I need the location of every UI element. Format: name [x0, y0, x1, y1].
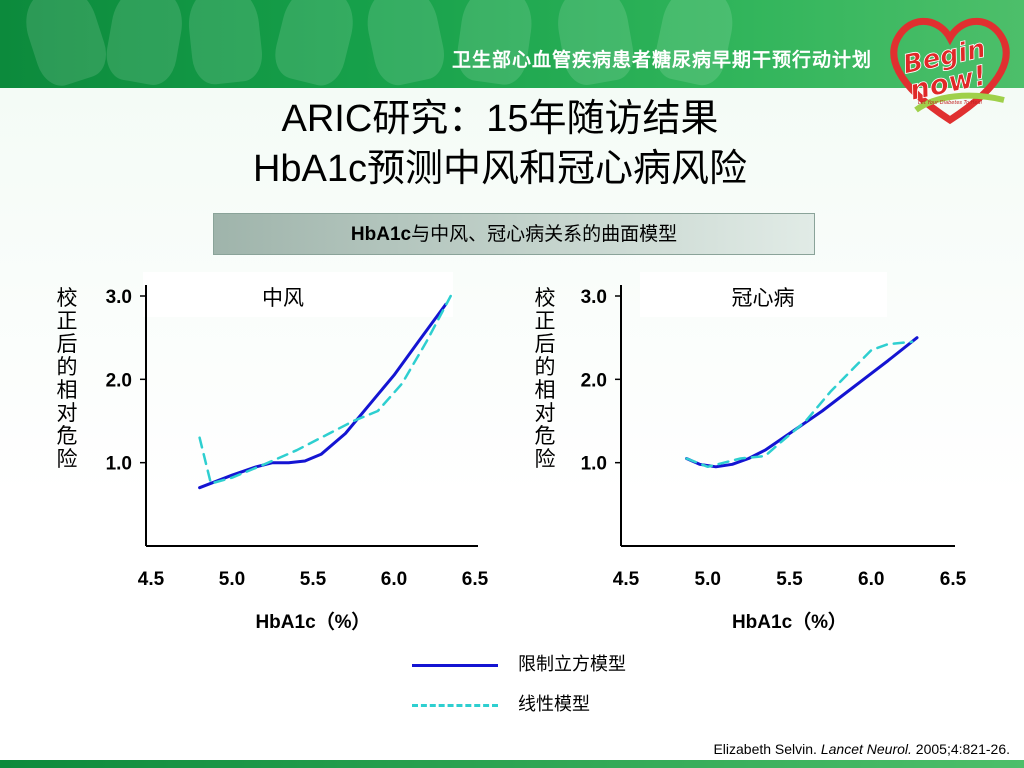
y-axis-label-char: 相	[56, 378, 78, 402]
series-line-spline	[198, 302, 448, 490]
subtitle-rest: 与中风、冠心病关系的曲面模型	[411, 223, 678, 245]
citation-authors: Elizabeth Selvin.	[713, 741, 821, 757]
series-line-linear	[685, 340, 914, 469]
legend-label-spline: 限制立方模型	[518, 654, 626, 675]
header-banner: 卫生部心血管疾病患者糖尿病早期干预行动计划	[0, 0, 1024, 88]
chart-title: 冠心病	[732, 286, 795, 310]
y-tick-label: 1.0	[106, 454, 132, 475]
citation: Elizabeth Selvin. Lancet Neurol. 2005;4:…	[713, 741, 1010, 757]
y-axis-label-char: 后	[534, 332, 556, 356]
x-tick-label: 6.0	[381, 569, 407, 590]
x-tick-label: 4.5	[613, 569, 640, 590]
x-axis-label: HbA1c（%）	[732, 610, 847, 633]
citation-details: 2005;4:821-26.	[911, 741, 1010, 757]
y-axis-label-char: 正	[56, 309, 78, 333]
y-tick-label: 2.0	[106, 370, 132, 391]
chart-title-box	[143, 272, 453, 317]
y-axis-label-char: 对	[534, 401, 556, 425]
slide-title: ARIC研究：15年随访结果 HbA1c预测中风和冠心病风险	[0, 94, 1000, 194]
x-tick-label: 4.5	[138, 569, 165, 590]
x-tick-label: 5.5	[776, 569, 803, 590]
y-axis-label-char: 相	[534, 378, 556, 402]
series-line-linear	[198, 294, 452, 485]
citation-journal: Lancet Neurol.	[820, 741, 912, 757]
y-axis-label-char: 对	[56, 401, 78, 425]
y-axis-label-char: 险	[56, 447, 78, 471]
header-title: 卫生部心血管疾病患者糖尿病早期干预行动计划	[451, 49, 872, 71]
y-axis-label-char: 校	[534, 286, 556, 310]
legend-label-linear: 线性模型	[518, 694, 590, 715]
slide-title-line1: ARIC研究：15年随访结果	[281, 98, 719, 140]
subtitle-box: HbA1c与中风、冠心病关系的曲面模型	[213, 213, 815, 255]
page-background	[0, 88, 1024, 768]
chart-title: 中风	[262, 286, 304, 310]
y-axis-label-char: 正	[534, 309, 556, 333]
y-axis-label-char: 校	[56, 286, 78, 310]
y-axis-label-char: 后	[56, 332, 78, 356]
x-tick-label: 5.0	[219, 569, 245, 590]
y-tick-label: 2.0	[581, 370, 607, 391]
slide-title-line2: HbA1c预测中风和冠心病风险	[252, 148, 748, 190]
heart-shape-icon	[890, 17, 1010, 125]
series-line-spline	[685, 336, 919, 469]
y-axis-label-char: 的	[56, 355, 78, 379]
y-axis-label-char: 险	[534, 447, 556, 471]
x-tick-label: 6.0	[858, 569, 884, 590]
y-tick-label: 1.0	[581, 454, 607, 475]
y-axis-label-char: 危	[56, 424, 78, 448]
begin-now-logo: Begin now! Let Your Diabetes To Heal	[890, 17, 1010, 125]
logo-tagline: Let Your Diabetes To Heal	[918, 100, 983, 106]
x-tick-label: 6.5	[462, 569, 489, 590]
x-tick-label: 5.0	[695, 569, 721, 590]
y-axis-label-char: 危	[534, 424, 556, 448]
x-tick-label: 5.5	[300, 569, 327, 590]
y-axis-label-char: 的	[534, 355, 556, 379]
legend-solid-line	[412, 664, 498, 667]
y-tick-label: 3.0	[106, 287, 132, 308]
y-axis-label-stroke: 校正后的相对危险	[54, 287, 80, 471]
subtitle-bold: HbA1c	[350, 224, 412, 245]
chart-title-box	[640, 272, 887, 317]
y-axis-label-chd: 校正后的相对危险	[532, 287, 558, 471]
x-tick-label: 6.5	[940, 569, 967, 590]
bottom-bar	[0, 760, 1024, 768]
legend-dashed-line	[412, 704, 498, 707]
y-tick-label: 3.0	[581, 287, 607, 308]
x-axis-label: HbA1c（%）	[255, 610, 370, 633]
